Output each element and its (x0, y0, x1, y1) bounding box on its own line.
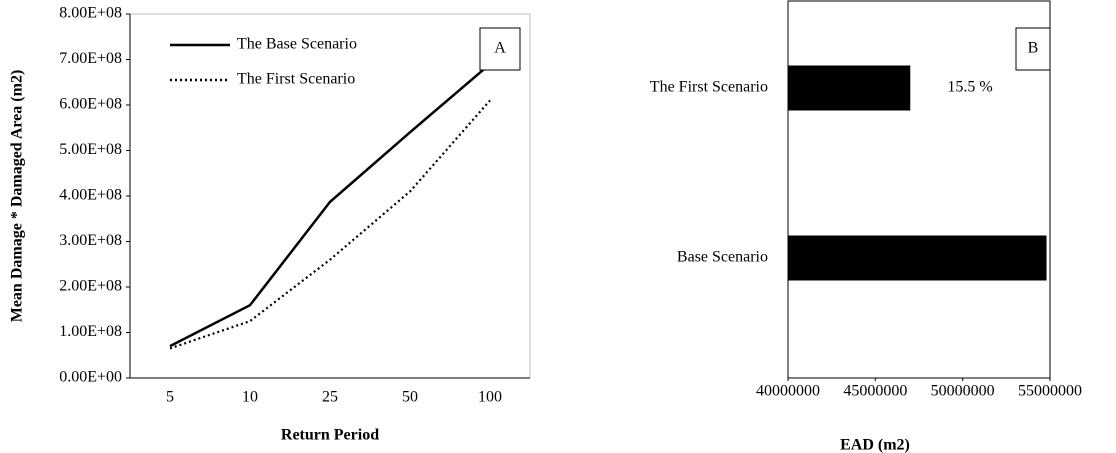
y-tick-label: The First Scenario (650, 79, 768, 96)
panel-label: B (1028, 40, 1039, 57)
bar (788, 235, 1047, 281)
legend-label: The First Scenario (237, 71, 355, 88)
y-tick-label: 8.00E+08 (59, 5, 122, 22)
x-tick-label: 25 (322, 389, 338, 406)
x-tick-label: 5 (166, 389, 174, 406)
x-tick-label: 40000000 (756, 383, 820, 400)
x-axis-label: Return Period (281, 427, 379, 444)
plot-frame (787, 0, 1051, 379)
x-tick-label: 50000000 (931, 383, 995, 400)
bar (788, 65, 911, 111)
y-axis-label: Mean Damage * Damaged Area (m2) (9, 70, 26, 323)
y-tick-label: 0.00E+00 (59, 369, 122, 386)
series-line (169, 63, 491, 348)
y-tick-label: 2.00E+08 (59, 278, 122, 295)
x-tick-label: 10 (242, 389, 258, 406)
x-tick-label: 100 (478, 389, 502, 406)
x-axis-label: EAD (m2) (840, 437, 910, 453)
x-tick-label: 55000000 (1018, 383, 1082, 400)
y-tick-label: 5.00E+08 (59, 141, 122, 158)
plot-frame (129, 13, 531, 379)
legend-label: The Base Scenario (237, 36, 357, 53)
panel-label-box (479, 27, 521, 71)
y-tick-label: 3.00E+08 (59, 232, 122, 249)
x-tick-label: 45000000 (843, 383, 907, 400)
y-tick-label: 1.00E+08 (59, 323, 122, 340)
y-tick-label: Base Scenario (677, 249, 768, 266)
y-tick-label: 7.00E+08 (59, 50, 122, 67)
annotation: 15.5 % (947, 79, 992, 96)
x-tick-label: 50 (402, 389, 418, 406)
y-tick-label: 4.00E+08 (59, 187, 122, 204)
y-tick-label: 6.00E+08 (59, 96, 122, 113)
series-line (169, 99, 491, 350)
panel-label-box (1015, 27, 1051, 71)
panel-label: A (494, 40, 506, 57)
